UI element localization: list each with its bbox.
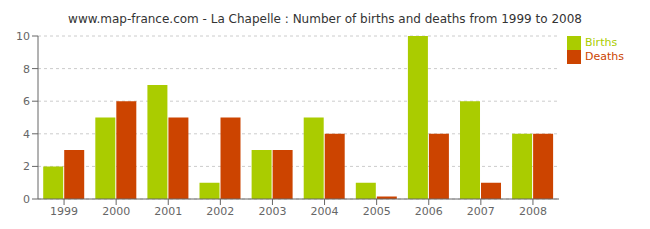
svg-text:8: 8: [23, 63, 30, 76]
svg-text:2008: 2008: [519, 205, 547, 218]
svg-text:2006: 2006: [415, 205, 443, 218]
html-text:Deaths: Deaths: [585, 50, 624, 63]
svg-text:2004: 2004: [311, 205, 339, 218]
svg-text:4: 4: [23, 128, 30, 141]
svg-text:6: 6: [23, 95, 30, 108]
svg-text:2: 2: [23, 160, 30, 173]
svg-text:10: 10: [16, 30, 30, 43]
svg-text:2001: 2001: [154, 205, 182, 218]
svg-text:2000: 2000: [102, 205, 130, 218]
html-text:Births: Births: [585, 36, 618, 49]
svg-text:2005: 2005: [363, 205, 391, 218]
svg-text:2003: 2003: [258, 205, 286, 218]
svg-text:2002: 2002: [206, 205, 234, 218]
svg-text:0: 0: [23, 193, 30, 206]
html-text:www.map-france.com - La Chapel: www.map-france.com - La Chapelle : Numbe…: [68, 12, 582, 26]
svg-text:1999: 1999: [50, 205, 78, 218]
svg-text:2007: 2007: [467, 205, 495, 218]
